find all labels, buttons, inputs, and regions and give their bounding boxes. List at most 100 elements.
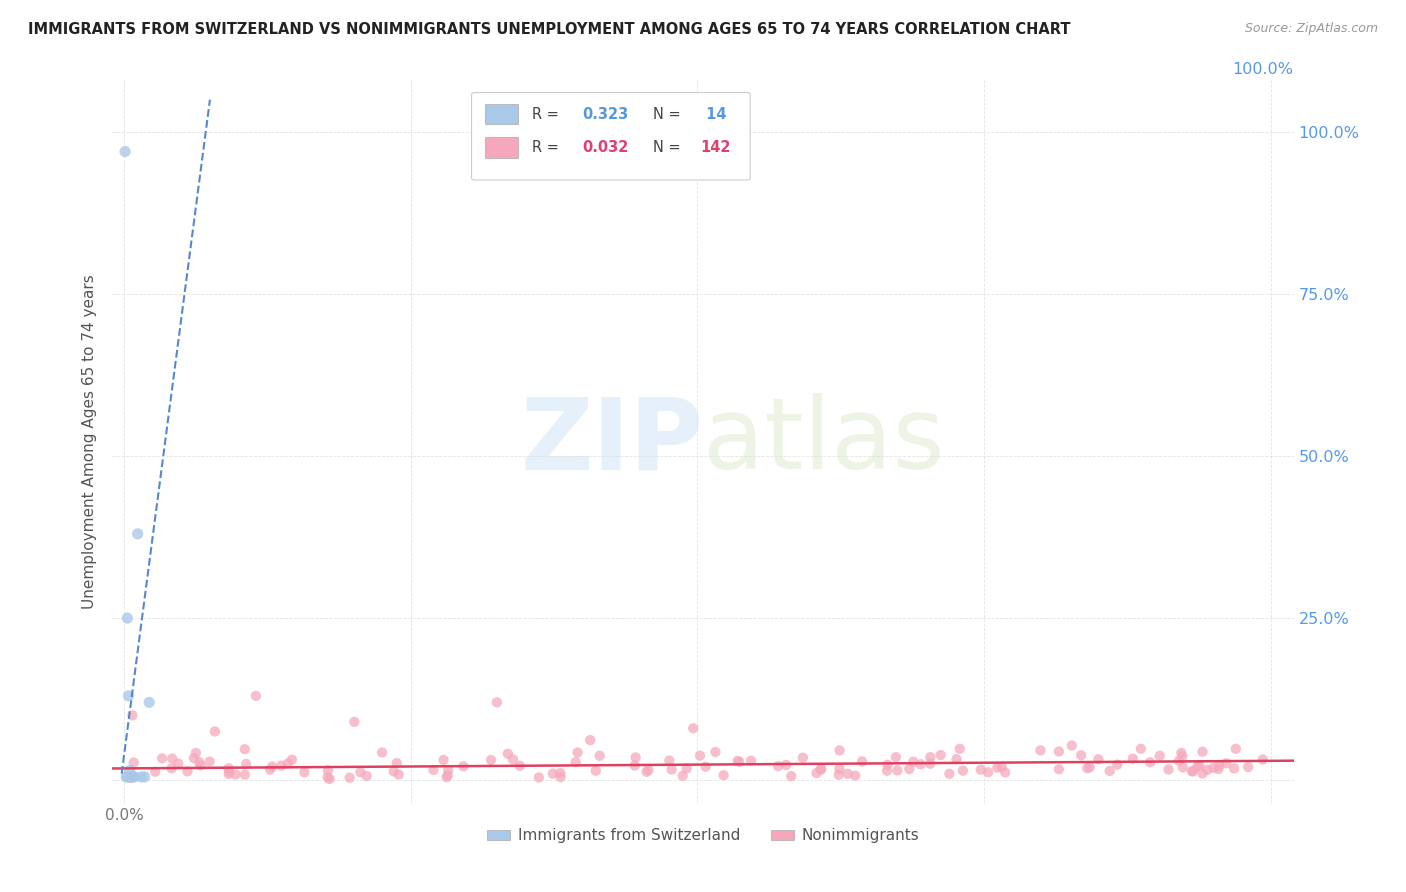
Point xyxy=(115,770,138,784)
Point xyxy=(1029,743,1052,757)
Point xyxy=(810,762,832,776)
Point xyxy=(1078,760,1101,774)
Point xyxy=(114,145,136,159)
Point xyxy=(920,756,942,771)
Point xyxy=(1181,764,1204,779)
Point xyxy=(977,765,1000,780)
FancyBboxPatch shape xyxy=(471,93,751,180)
Point xyxy=(1168,754,1191,768)
Point xyxy=(134,770,156,784)
Point xyxy=(1171,760,1194,774)
Point xyxy=(1191,766,1213,780)
Point xyxy=(245,689,267,703)
Point xyxy=(672,769,695,783)
Point xyxy=(636,764,658,779)
Point xyxy=(316,764,339,778)
Point xyxy=(117,689,139,703)
Point xyxy=(567,746,589,760)
Text: R =: R = xyxy=(531,140,558,155)
Point xyxy=(541,766,564,780)
Point xyxy=(371,746,394,760)
Point xyxy=(479,753,502,767)
Point xyxy=(233,742,256,756)
Point xyxy=(382,764,405,779)
Point xyxy=(970,763,993,777)
Text: IMMIGRANTS FROM SWITZERLAND VS NONIMMIGRANTS UNEMPLOYMENT AMONG AGES 65 TO 74 YE: IMMIGRANTS FROM SWITZERLAND VS NONIMMIGR… xyxy=(28,22,1070,37)
Point xyxy=(233,767,256,781)
Point xyxy=(150,751,173,765)
Point xyxy=(1171,749,1194,764)
Point xyxy=(502,752,524,766)
Point xyxy=(1060,739,1083,753)
Text: 14: 14 xyxy=(700,107,725,121)
Point xyxy=(190,758,212,772)
Point xyxy=(388,767,411,781)
Point xyxy=(356,769,378,783)
Point xyxy=(496,747,519,761)
Point xyxy=(184,746,207,760)
Point xyxy=(920,750,942,764)
Point xyxy=(1070,748,1092,763)
Point xyxy=(637,763,659,777)
Point xyxy=(1098,764,1121,778)
Point xyxy=(585,764,607,778)
Point xyxy=(294,765,316,780)
Point xyxy=(589,748,612,763)
Point xyxy=(876,764,898,778)
Point xyxy=(658,754,681,768)
Point xyxy=(117,611,139,625)
Point xyxy=(259,763,281,777)
Point xyxy=(224,767,246,781)
Point xyxy=(844,769,866,783)
Text: 142: 142 xyxy=(700,140,731,155)
Point xyxy=(1202,761,1225,775)
Point xyxy=(198,755,221,769)
Point xyxy=(564,755,586,769)
Point xyxy=(1107,757,1129,772)
Text: 0.032: 0.032 xyxy=(582,140,628,155)
Point xyxy=(682,721,704,735)
Point xyxy=(851,755,873,769)
Point xyxy=(436,770,458,784)
Point xyxy=(986,761,1008,775)
Point xyxy=(727,754,749,768)
Point xyxy=(1149,748,1171,763)
Point xyxy=(903,755,925,769)
Point xyxy=(437,763,460,777)
Point xyxy=(218,761,240,775)
Point xyxy=(270,758,292,772)
Point xyxy=(453,759,475,773)
Point xyxy=(218,764,240,779)
Point xyxy=(218,767,240,781)
Point xyxy=(884,750,907,764)
Text: atlas: atlas xyxy=(703,393,945,490)
Point xyxy=(422,763,444,777)
Point xyxy=(432,753,454,767)
Point xyxy=(766,759,789,773)
Point xyxy=(810,763,832,777)
Point xyxy=(138,695,160,709)
Point xyxy=(120,770,142,784)
Point xyxy=(527,771,550,785)
Point xyxy=(1087,752,1109,766)
Point xyxy=(550,766,572,780)
Point xyxy=(898,762,921,776)
Point xyxy=(1170,746,1192,760)
Point xyxy=(728,755,751,769)
Point xyxy=(876,757,898,772)
Point xyxy=(1129,741,1152,756)
Point xyxy=(938,766,960,780)
Point xyxy=(1187,759,1209,773)
Point xyxy=(385,756,408,770)
Point xyxy=(122,770,145,784)
Point xyxy=(952,764,974,778)
Point xyxy=(675,761,697,775)
Point xyxy=(828,768,851,782)
Point xyxy=(349,765,371,780)
Point xyxy=(188,755,211,769)
Point xyxy=(695,760,717,774)
Point xyxy=(127,527,149,541)
Point xyxy=(204,724,226,739)
Point xyxy=(121,770,143,784)
Point xyxy=(485,695,508,709)
